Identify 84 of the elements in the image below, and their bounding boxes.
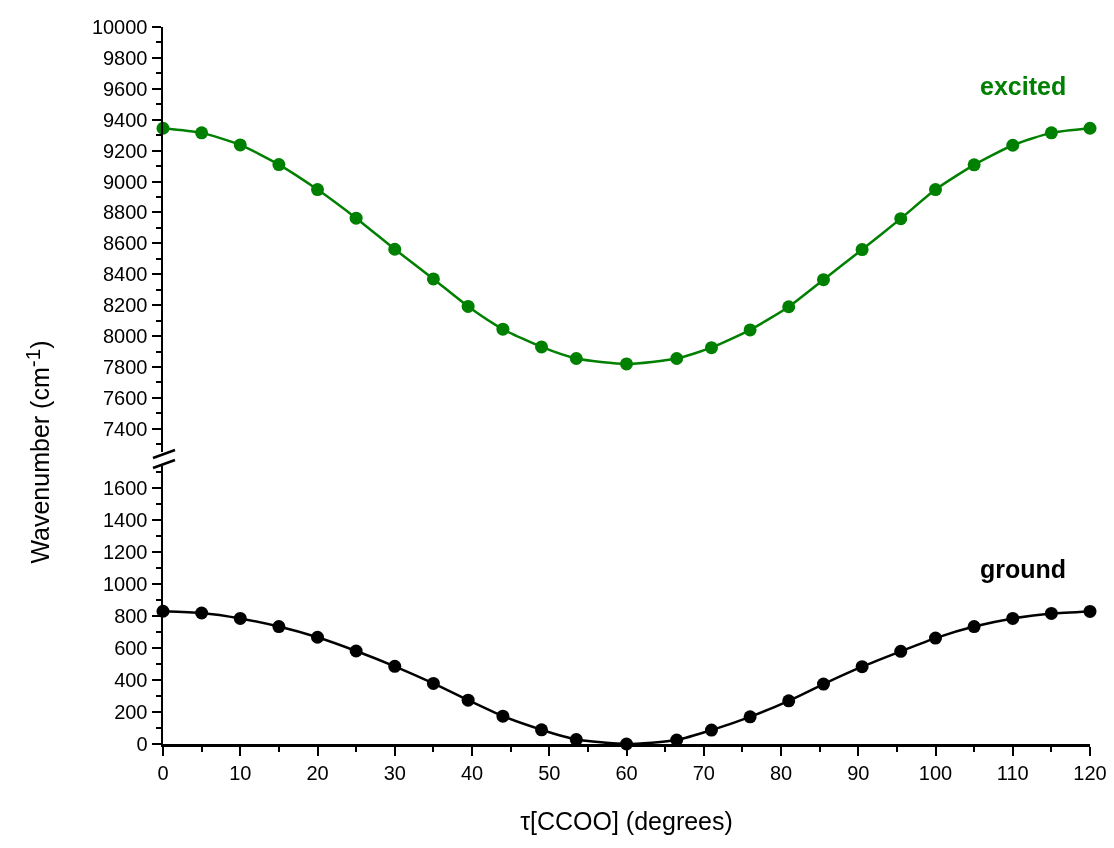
point: [620, 357, 633, 371]
y-tick-label: 1200: [103, 541, 148, 564]
x-tick-label: 70: [692, 761, 715, 784]
point: [1044, 606, 1058, 620]
y-tick-label: 9800: [103, 46, 148, 69]
point: [496, 322, 510, 336]
point: [349, 211, 363, 225]
point: [461, 693, 475, 707]
point: [272, 620, 286, 634]
y-tick-label: 9400: [103, 108, 148, 131]
y-tick-label: 1600: [103, 477, 148, 500]
point: [743, 710, 757, 724]
y-tick-label: 7800: [103, 356, 148, 378]
series-label: ground: [980, 555, 1067, 583]
point: [782, 694, 796, 708]
point: [535, 340, 549, 354]
point: [461, 299, 475, 313]
y-tick-label: 800: [114, 605, 148, 628]
series-label: excited: [980, 72, 1067, 100]
point: [426, 272, 440, 286]
y-tick-label: 7400: [103, 417, 148, 440]
x-tick-label: 120: [1073, 761, 1107, 784]
point: [743, 323, 757, 337]
x-tick-label: 30: [383, 761, 406, 784]
y-tick-label: 8000: [103, 325, 148, 348]
point: [311, 630, 324, 644]
point: [967, 620, 981, 634]
point: [894, 212, 908, 226]
point: [1044, 126, 1058, 140]
point: [272, 158, 286, 172]
point: [233, 611, 247, 625]
y-tick-label: 9600: [103, 77, 148, 100]
point: [233, 138, 247, 152]
y-tick-label: 9200: [103, 139, 148, 162]
x-tick-label: 0: [157, 761, 169, 784]
point: [967, 158, 981, 172]
point: [1083, 121, 1097, 135]
point: [782, 300, 796, 314]
point: [1006, 611, 1020, 625]
point: [855, 660, 869, 674]
point: [929, 631, 942, 645]
point: [894, 644, 908, 658]
point: [195, 606, 209, 620]
x-tick-label: 90: [847, 761, 870, 784]
point: [704, 341, 718, 355]
point: [535, 723, 549, 737]
point: [426, 676, 440, 690]
y-tick-label: 1400: [103, 509, 148, 532]
y-tick-label: 10000: [91, 16, 148, 38]
point: [817, 273, 830, 287]
y-tick-label: 0: [136, 733, 148, 755]
point: [1006, 138, 1020, 152]
y-tick-label: 8600: [103, 232, 148, 255]
point: [704, 723, 718, 737]
point: [496, 709, 510, 723]
x-tick-label: 60: [615, 761, 638, 784]
x-tick-label: 80: [769, 761, 793, 784]
y-tick-label: 7600: [103, 386, 148, 409]
x-tick-label: 20: [306, 761, 329, 784]
y-tick-label: 9000: [103, 170, 148, 193]
point: [670, 352, 684, 365]
y-tick-label: 8800: [103, 201, 148, 224]
x-tick-label: 10: [229, 761, 252, 784]
point: [195, 126, 209, 140]
point: [311, 183, 324, 197]
y-tick-label: 8200: [103, 294, 148, 317]
y-tick-label: 200: [114, 701, 148, 724]
x-axis-title: τ[CCOO] (degrees): [520, 806, 733, 835]
y-tick-label: 8400: [103, 263, 148, 286]
y-tick-label: 600: [114, 637, 148, 660]
point: [388, 659, 402, 673]
point: [388, 242, 402, 256]
point: [1083, 604, 1097, 618]
point: [349, 644, 363, 658]
x-tick-label: 40: [460, 761, 484, 784]
y-tick-label: 1000: [103, 573, 148, 596]
x-tick-label: 110: [996, 761, 1029, 784]
point: [569, 352, 583, 365]
x-tick-label: 50: [538, 761, 561, 784]
point: [817, 677, 830, 691]
x-tick-label: 100: [918, 761, 953, 784]
point: [855, 243, 869, 257]
y-tick-label: 400: [114, 669, 148, 692]
point: [929, 183, 942, 197]
